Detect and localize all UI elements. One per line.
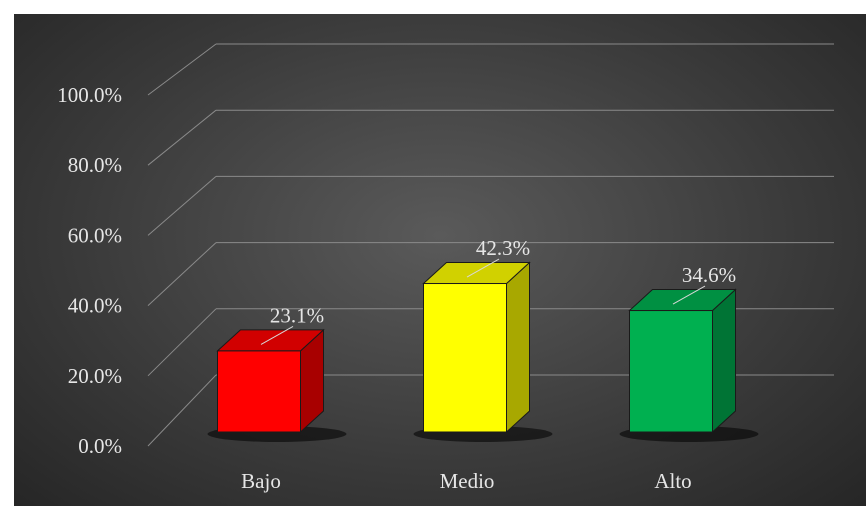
data-label: 42.3%: [476, 236, 530, 260]
bar: [423, 283, 507, 433]
gridline-diagonal: [147, 242, 217, 306]
data-label: 34.6%: [682, 263, 736, 287]
gridline-diagonal: [147, 43, 217, 96]
gridline-diagonal: [147, 176, 217, 236]
data-label-leader: [260, 325, 294, 345]
bar-side: [712, 288, 736, 434]
bar: [629, 310, 713, 433]
bar: [217, 350, 301, 433]
x-category-label: Medio: [440, 469, 495, 493]
y-tick-label: 20.0%: [68, 364, 122, 388]
y-tick-label: 100.0%: [57, 83, 122, 107]
y-tick-label: 60.0%: [68, 223, 122, 247]
data-label: 23.1%: [270, 303, 324, 327]
y-tick-label: 0.0%: [78, 434, 122, 458]
y-tick-label: 80.0%: [68, 153, 122, 177]
x-category-label: Bajo: [241, 469, 281, 493]
data-label-leader: [466, 258, 500, 278]
data-label-leader: [672, 285, 706, 305]
x-category-label: Alto: [654, 469, 691, 493]
bar-side: [506, 261, 530, 434]
gridline-diagonal: [147, 308, 217, 377]
y-tick-label: 40.0%: [68, 294, 122, 318]
gridline-diagonal: [147, 109, 217, 166]
gridline-diagonal: [147, 374, 217, 447]
